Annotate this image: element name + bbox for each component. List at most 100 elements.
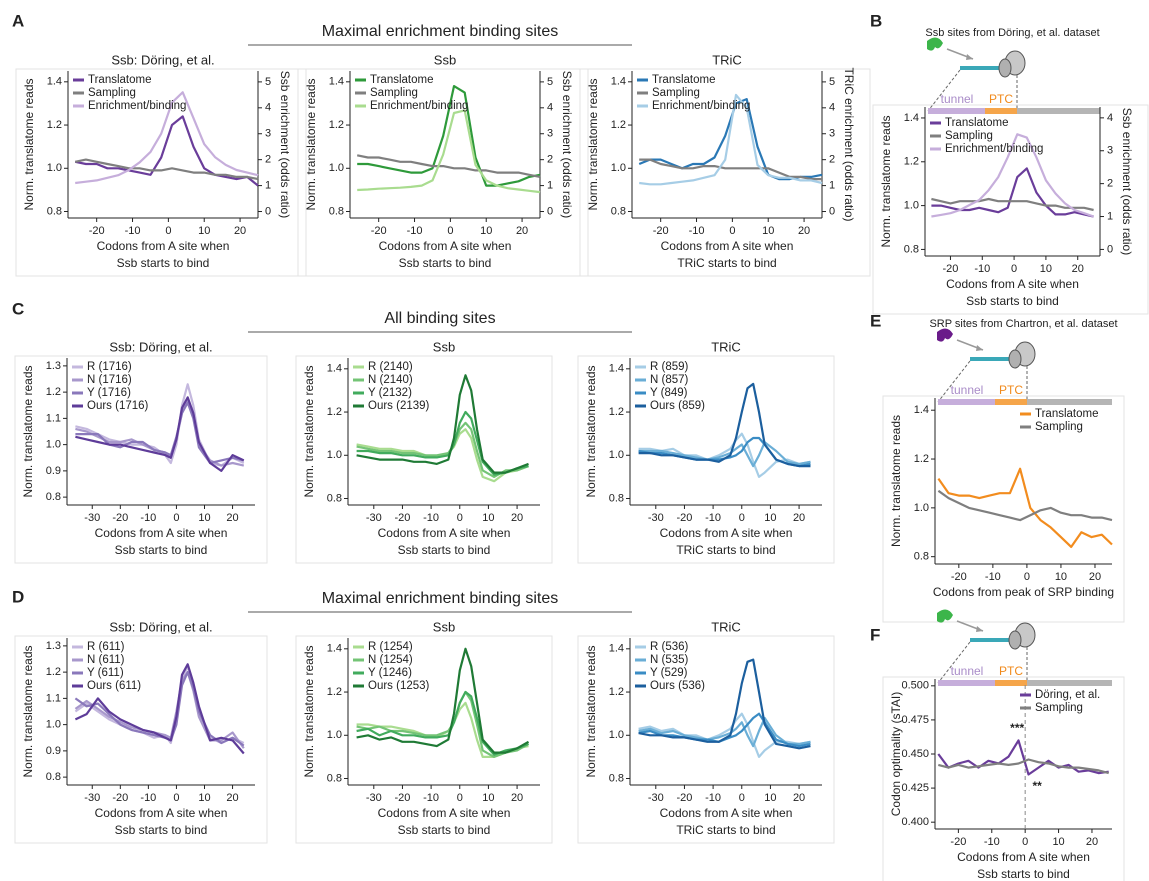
x-tick-label: -30 [366, 792, 382, 804]
y-axis-label: Norm. translatome reads [21, 645, 35, 777]
chart-frame [577, 355, 835, 564]
y2-tick-label: 3 [265, 128, 271, 140]
x-tick-label: 20 [1086, 836, 1098, 848]
y-tick-label: 0.8 [47, 205, 62, 217]
x-tick-label: 10 [1040, 263, 1052, 275]
series-line [937, 489, 1113, 522]
y-axis-label: Norm. translatome reads [584, 645, 598, 777]
x-tick-label: 20 [511, 792, 523, 804]
y2-tick-label: 5 [547, 76, 553, 88]
x-axis-label: TRiC starts to bind [676, 823, 775, 837]
exit-bar [1027, 399, 1112, 405]
y-tick-label: 1.0 [46, 439, 61, 451]
nascent-chain [970, 357, 1012, 361]
chart-title: TRiC [711, 339, 741, 354]
y-tick-label: 1.2 [46, 666, 61, 678]
x-tick-label: 10 [1055, 571, 1067, 583]
x-tick-label: -10 [140, 792, 156, 804]
y2-tick-label: 3 [1107, 145, 1113, 157]
y-tick-label: 0.8 [327, 492, 342, 504]
y2-axis-label: Ssb enrichment (odds ratio) [1120, 108, 1134, 255]
series-line [357, 85, 541, 187]
y-tick-label: 1.2 [609, 686, 624, 698]
x-tick-label: 0 [739, 792, 745, 804]
x-tick-label: -20 [394, 512, 410, 524]
x-tick-label: -20 [89, 225, 105, 237]
x-tick-label: 10 [1052, 836, 1064, 848]
x-tick-label: -10 [985, 571, 1001, 583]
series-line [638, 441, 811, 468]
chart-frame [14, 635, 268, 844]
x-tick-label: 0 [1022, 836, 1028, 848]
y2-tick-label: 4 [1107, 112, 1113, 124]
y-tick-label: 1.0 [327, 449, 342, 461]
chart-title: Ssb: Döring, et al. [109, 339, 212, 354]
y-tick-label: 1.1 [46, 692, 61, 704]
chart-title: Ssb: Döring, et al. [111, 52, 214, 67]
protein-icon [937, 609, 953, 623]
series-line [931, 133, 1094, 218]
diagram-title: Ssb sites from Döring, et al. dataset [925, 27, 1099, 39]
y-axis-label: Norm. translatome reads [889, 415, 903, 547]
series-line [638, 658, 811, 750]
chart-title: Ssb [433, 339, 455, 354]
y2-tick-label: 1 [1107, 210, 1113, 222]
legend-label: R (1254) [368, 641, 413, 653]
legend-label: N (1254) [368, 654, 413, 666]
chart-frame [297, 68, 589, 277]
legend-label: Y (2132) [368, 387, 412, 399]
y-tick-label: 0.8 [46, 771, 61, 783]
x-axis-label: Codons from A site when [97, 239, 230, 253]
ribosome-small [1008, 630, 1022, 650]
legend-label: Translatome [88, 74, 152, 86]
chart-frame [14, 355, 268, 564]
series-line [356, 690, 529, 756]
panel-letter: B [870, 11, 882, 30]
y-tick-label: 1.4 [914, 404, 929, 416]
x-tick-label: -20 [112, 512, 128, 524]
legend-label: Ours (859) [650, 400, 705, 412]
series-line [638, 382, 811, 468]
y-axis-label: Norm. translatome reads [302, 365, 316, 497]
group-title: Maximal enrichment binding sites [322, 23, 559, 40]
x-axis-label: Codons from A site when [661, 239, 794, 253]
y2-tick-label: 0 [547, 205, 553, 217]
x-tick-label: -10 [407, 225, 423, 237]
chart-title: Ssb [433, 619, 455, 634]
x-tick-label: -10 [705, 792, 721, 804]
x-tick-label: 10 [198, 792, 210, 804]
x-axis-label: Codons from A site when [957, 850, 1090, 864]
protein-icon [927, 37, 943, 51]
y-axis-label: Codon optimality (sTAI) [889, 692, 903, 816]
x-tick-label: 10 [762, 225, 774, 237]
y-tick-label: 1.0 [609, 449, 624, 461]
y2-tick-label: 0 [829, 205, 835, 217]
x-tick-label: 0 [1024, 571, 1030, 583]
x-axis-label: Codons from A site when [946, 277, 1079, 291]
y-tick-label: 1.4 [609, 643, 624, 655]
y-tick-label: 0.8 [609, 772, 624, 784]
x-tick-label: 20 [516, 225, 528, 237]
legend-label: Sampling [945, 130, 993, 142]
panel-letter: D [12, 587, 24, 606]
y-tick-label: 0.400 [901, 816, 929, 828]
y-tick-label: 1.4 [327, 363, 342, 375]
y-tick-label: 0.450 [901, 748, 929, 760]
legend-label: Ours (1253) [368, 680, 430, 692]
y-tick-label: 1.2 [327, 406, 342, 418]
legend-label: Döring, et al. [1035, 689, 1100, 701]
ptc-label: PTC [989, 92, 1013, 106]
ptc-bar [995, 680, 1027, 686]
legend-label: N (1716) [87, 374, 132, 386]
y-tick-label: 1.0 [904, 200, 919, 212]
x-axis-label: Ssb starts to bind [966, 294, 1059, 308]
x-axis-label: Codons from A site when [95, 526, 228, 540]
y2-tick-label: 4 [829, 102, 835, 114]
ptc-bar [985, 108, 1017, 114]
series-line [356, 647, 530, 754]
x-tick-label: 20 [1072, 263, 1084, 275]
protein-icon [937, 328, 953, 342]
chart-frame [15, 68, 307, 277]
x-tick-label: 20 [234, 225, 246, 237]
